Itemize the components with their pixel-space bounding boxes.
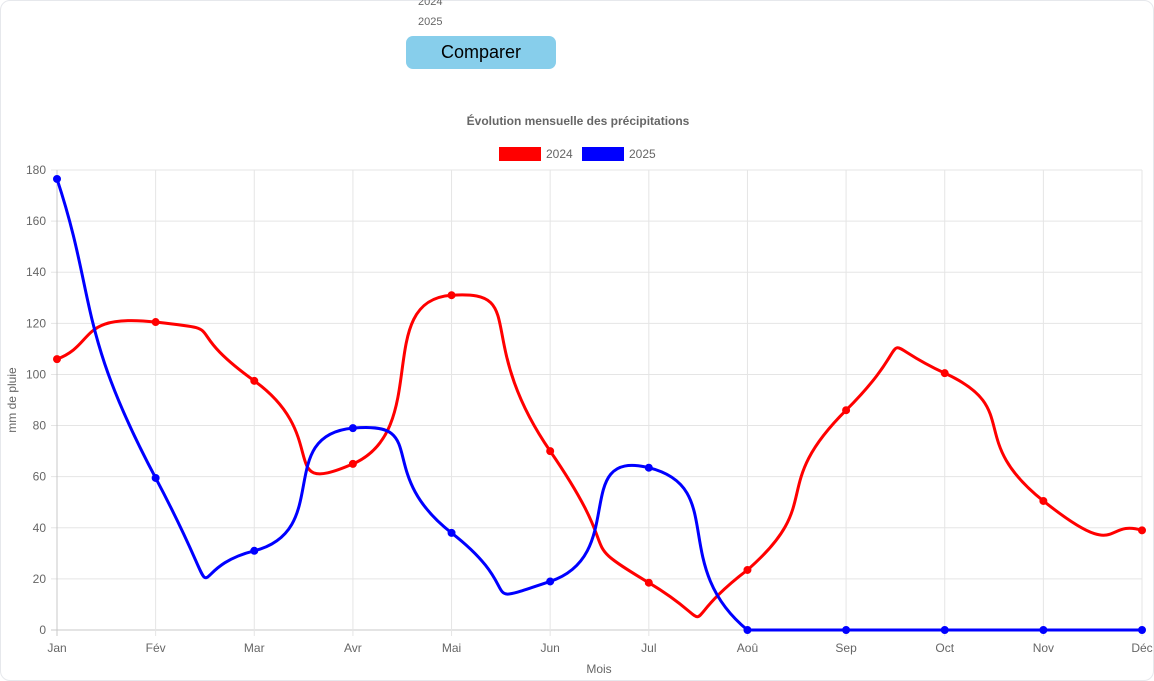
data-point-2024 (447, 291, 456, 300)
x-tick-label: Aoû (737, 641, 758, 655)
x-tick-label: Fév (146, 641, 166, 655)
data-point-2025 (151, 473, 160, 482)
series-line-2025 (55, 178, 1142, 632)
data-point-2024 (250, 376, 259, 385)
data-point-2025 (546, 577, 555, 586)
data-point-2024 (348, 459, 357, 468)
year-option[interactable]: 2025 (418, 16, 443, 28)
data-point-2024 (842, 406, 851, 415)
data-point-2025 (250, 546, 259, 555)
x-tick-label: Jun (541, 641, 560, 655)
data-point-2024 (151, 318, 160, 327)
compare-button[interactable]: Comparer (406, 36, 556, 69)
x-tick-label: Nov (1033, 641, 1054, 655)
data-point-2025 (1138, 626, 1146, 634)
y-tick-label: 80 (33, 419, 47, 433)
data-point-2024 (644, 578, 653, 587)
y-axis-label: mm de pluie (5, 367, 19, 433)
data-point-2025 (447, 528, 456, 537)
year-options: 2024 2025 (418, 0, 442, 32)
data-point-2025 (53, 174, 61, 183)
y-tick-label: 160 (26, 214, 46, 228)
y-tick-label: 20 (33, 572, 47, 586)
y-tick-label: 60 (33, 470, 47, 484)
legend-label: 2024 (546, 147, 573, 161)
data-point-2024 (546, 447, 555, 456)
y-tick-label: 100 (26, 367, 46, 381)
y-tick-label: 120 (26, 316, 46, 330)
y-tick-label: 180 (26, 163, 46, 177)
data-point-2024 (1039, 496, 1048, 505)
data-point-2024 (53, 355, 61, 364)
x-tick-label: Oct (935, 641, 954, 655)
x-tick-label: Jul (641, 641, 656, 655)
chart-title: Évolution mensuelle des précipitations (467, 113, 690, 128)
data-point-2025 (1039, 626, 1048, 634)
y-tick-label: 140 (26, 265, 46, 279)
x-axis-label: Mois (586, 662, 611, 676)
data-point-2024 (940, 369, 949, 378)
x-tick-label: Mai (442, 641, 461, 655)
y-tick-label: 40 (33, 521, 47, 535)
x-tick-label: Sep (835, 641, 857, 655)
data-point-2024 (1138, 526, 1146, 535)
legend-swatch (499, 147, 541, 161)
data-point-2025 (743, 626, 752, 634)
year-option[interactable]: 2024 (418, 0, 443, 8)
data-point-2025 (644, 463, 653, 472)
x-tick-label: Jan (47, 641, 66, 655)
x-tick-label: Avr (344, 641, 362, 655)
x-tick-label: Déc (1131, 641, 1152, 655)
y-tick-label: 0 (39, 623, 46, 637)
series-line-2024 (56, 293, 1143, 619)
x-tick-label: Mar (244, 641, 265, 655)
data-point-2024 (743, 565, 752, 574)
legend-swatch (582, 147, 624, 161)
legend-label: 2025 (629, 147, 656, 161)
data-point-2025 (940, 626, 949, 634)
data-point-2025 (842, 626, 851, 634)
data-point-2025 (348, 424, 357, 433)
